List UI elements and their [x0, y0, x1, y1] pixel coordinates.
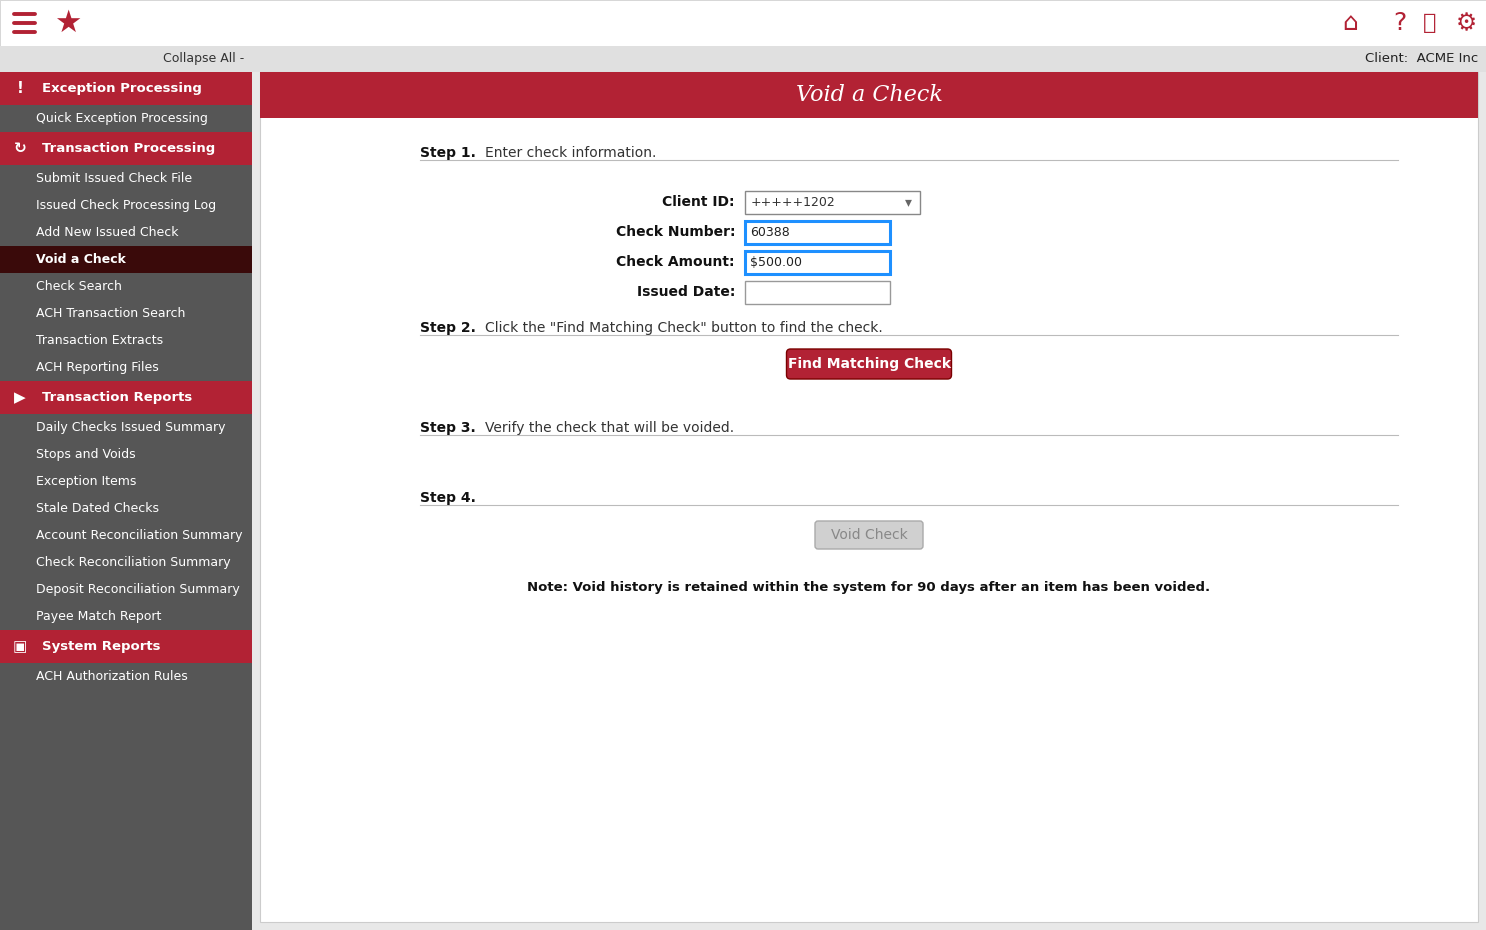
- Bar: [0, 300, 253, 327]
- Bar: [0, 603, 253, 630]
- Bar: [260, 72, 1479, 922]
- Bar: [0, 468, 253, 495]
- Text: Step 1.: Step 1.: [421, 146, 476, 160]
- Text: ▾: ▾: [905, 195, 911, 209]
- Bar: [260, 72, 1479, 118]
- Text: Transaction Extracts: Transaction Extracts: [36, 334, 163, 347]
- Bar: [0, 0, 1486, 46]
- Bar: [0, 132, 253, 165]
- Bar: [0, 441, 253, 468]
- Text: Payee Match Report: Payee Match Report: [36, 610, 162, 623]
- Text: Issued Check Processing Log: Issued Check Processing Log: [36, 199, 215, 212]
- Text: +++++1202: +++++1202: [750, 196, 835, 209]
- Text: Step 2.: Step 2.: [421, 321, 476, 335]
- Text: Click the "Find Matching Check" button to find the check.: Click the "Find Matching Check" button t…: [484, 321, 883, 335]
- Text: Transaction Reports: Transaction Reports: [42, 391, 192, 404]
- Text: ACH Authorization Rules: ACH Authorization Rules: [36, 670, 187, 683]
- Text: Step 4.: Step 4.: [421, 491, 476, 505]
- Bar: [0, 72, 253, 105]
- Text: Void a Check: Void a Check: [36, 253, 126, 266]
- Text: ↻: ↻: [13, 141, 27, 156]
- Bar: [0, 327, 253, 354]
- Text: Collapse All -: Collapse All -: [163, 52, 244, 65]
- Text: ▶: ▶: [15, 390, 25, 405]
- Bar: [0, 105, 253, 132]
- Text: 60388: 60388: [750, 226, 789, 239]
- Text: Client:  ACME Inc: Client: ACME Inc: [1364, 52, 1479, 65]
- Text: Check Search: Check Search: [36, 280, 122, 293]
- Text: System Reports: System Reports: [42, 640, 160, 653]
- Bar: [0, 630, 253, 663]
- Text: Client ID:: Client ID:: [663, 195, 736, 209]
- Bar: [0, 381, 253, 414]
- Bar: [0, 414, 253, 441]
- Text: Check Reconciliation Summary: Check Reconciliation Summary: [36, 556, 230, 569]
- Bar: [744, 251, 890, 274]
- Text: Note: Void history is retained within the system for 90 days after an item has b: Note: Void history is retained within th…: [528, 581, 1211, 594]
- Text: ▣: ▣: [13, 639, 27, 654]
- Text: Check Number:: Check Number:: [615, 225, 736, 240]
- Text: Enter check information.: Enter check information.: [484, 146, 657, 160]
- Text: Transaction Processing: Transaction Processing: [42, 142, 215, 155]
- Bar: [0, 576, 253, 603]
- Text: Void a Check: Void a Check: [795, 84, 942, 106]
- Text: Check Amount:: Check Amount:: [617, 256, 736, 270]
- Bar: [0, 165, 253, 192]
- Text: $500.00: $500.00: [750, 256, 802, 269]
- Bar: [744, 191, 920, 214]
- Text: Daily Checks Issued Summary: Daily Checks Issued Summary: [36, 421, 226, 434]
- Bar: [0, 549, 253, 576]
- Text: Void Check: Void Check: [831, 528, 908, 542]
- Bar: [0, 46, 1486, 72]
- Text: Exception Processing: Exception Processing: [42, 82, 202, 95]
- Text: Stops and Voids: Stops and Voids: [36, 448, 135, 461]
- Text: ?: ?: [1394, 11, 1407, 35]
- Bar: [744, 281, 890, 304]
- Text: Account Reconciliation Summary: Account Reconciliation Summary: [36, 529, 242, 542]
- Text: Verify the check that will be voided.: Verify the check that will be voided.: [484, 421, 734, 435]
- Text: Issued Date:: Issued Date:: [636, 286, 736, 299]
- Bar: [0, 219, 253, 246]
- Text: Quick Exception Processing: Quick Exception Processing: [36, 112, 208, 125]
- Bar: [0, 354, 253, 381]
- Bar: [0, 192, 253, 219]
- Text: Step 3.: Step 3.: [421, 421, 476, 435]
- Bar: [0, 72, 253, 930]
- Text: !: !: [16, 81, 24, 96]
- Text: ⚙: ⚙: [1455, 11, 1477, 35]
- Text: Stale Dated Checks: Stale Dated Checks: [36, 502, 159, 515]
- FancyBboxPatch shape: [786, 349, 951, 379]
- Bar: [0, 495, 253, 522]
- Text: ACH Transaction Search: ACH Transaction Search: [36, 307, 186, 320]
- Bar: [0, 273, 253, 300]
- Text: Add New Issued Check: Add New Issued Check: [36, 226, 178, 239]
- Text: Exception Items: Exception Items: [36, 475, 137, 488]
- Text: Deposit Reconciliation Summary: Deposit Reconciliation Summary: [36, 583, 239, 596]
- Bar: [0, 246, 253, 273]
- Text: ACH Reporting Files: ACH Reporting Files: [36, 361, 159, 374]
- Text: Find Matching Check: Find Matching Check: [788, 357, 951, 371]
- Text: ★: ★: [55, 8, 82, 37]
- Text: Submit Issued Check File: Submit Issued Check File: [36, 172, 192, 185]
- Text: 🔔: 🔔: [1424, 13, 1437, 33]
- Bar: [0, 663, 253, 690]
- Bar: [0, 522, 253, 549]
- Bar: [744, 221, 890, 244]
- Text: ⌂: ⌂: [1342, 11, 1358, 35]
- FancyBboxPatch shape: [814, 521, 923, 549]
